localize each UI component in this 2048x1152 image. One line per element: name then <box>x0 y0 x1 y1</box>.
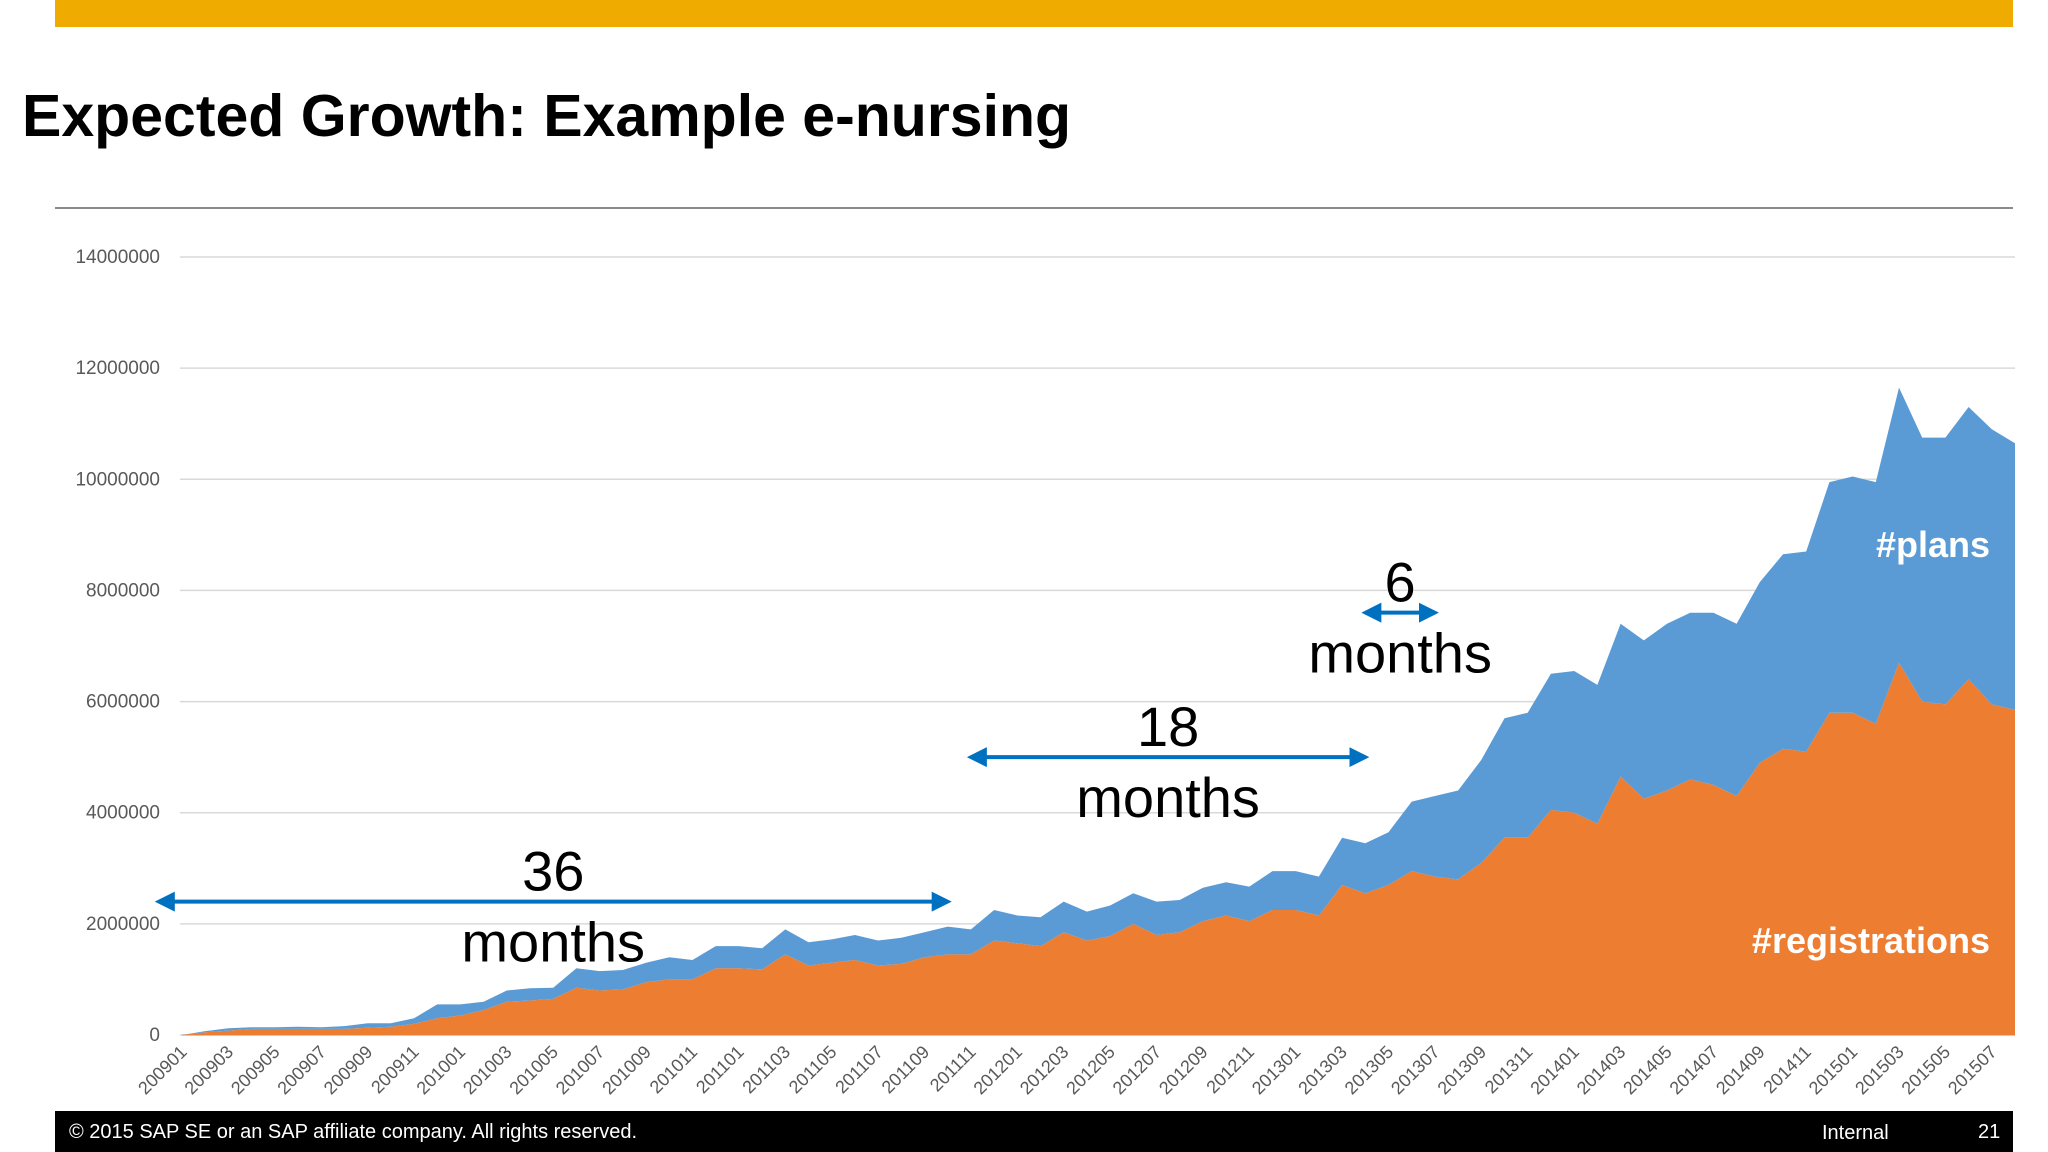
x-tick-label: 201305 <box>1341 1042 1398 1099</box>
duration-value: 36 <box>522 840 584 903</box>
stacked-area-chart: 0 2000000 4000000 6000000 8000000 10000000 120… <box>75 247 2015 1099</box>
x-tick-label: 200901 <box>134 1042 191 1099</box>
x-tick-label: 201103 <box>738 1042 794 1098</box>
title-divider <box>55 207 2013 209</box>
x-tick-label: 201507 <box>1944 1042 2001 1099</box>
x-tick-label: 201003 <box>459 1042 516 1099</box>
x-tick-label: 201311 <box>1481 1042 1537 1098</box>
y-tick-label: 6000000 <box>86 692 160 713</box>
x-tick-label: 201109 <box>878 1042 934 1098</box>
top-accent-bar <box>55 0 2013 27</box>
x-tick-label: 201201 <box>970 1042 1027 1099</box>
x-tick-label: 200903 <box>181 1042 238 1099</box>
x-tick-label: 201005 <box>505 1042 562 1099</box>
area-series-0 <box>182 662 2015 1035</box>
footer-copyright: © 2015 SAP SE or an SAP affiliate compan… <box>69 1121 638 1143</box>
x-tick-label: 201407 <box>1666 1042 1723 1099</box>
x-tick-label: 201101 <box>692 1042 748 1098</box>
x-tick-label: 201211 <box>1202 1042 1258 1098</box>
x-tick-label: 201505 <box>1898 1042 1955 1099</box>
footer-page-number: 21 <box>1978 1121 2001 1143</box>
x-tick-label: 201401 <box>1526 1042 1583 1099</box>
x-tick-label: 201303 <box>1294 1042 1351 1099</box>
x-tick-label: 201203 <box>1016 1042 1073 1099</box>
duration-unit: months <box>1308 622 1492 685</box>
footer-bar: © 2015 SAP SE or an SAP affiliate compan… <box>55 1111 2013 1152</box>
duration-unit: months <box>1076 766 1260 829</box>
x-tick-label: 201209 <box>1155 1042 1212 1099</box>
y-tick-label: 8000000 <box>86 580 160 601</box>
slide-title: Expected Growth: Example e-nursing <box>22 83 1072 149</box>
x-tick-label: 200905 <box>227 1042 284 1099</box>
duration-unit: months <box>461 911 645 974</box>
y-tick-label: 4000000 <box>86 803 160 824</box>
x-tick-label: 201409 <box>1712 1042 1769 1099</box>
x-tick-label: 201501 <box>1805 1042 1862 1099</box>
x-tick-label: 201009 <box>598 1042 655 1099</box>
x-tick-label: 201411 <box>1759 1042 1815 1098</box>
series-label: #plans <box>1876 524 1990 565</box>
y-tick-label: 14000000 <box>75 247 160 268</box>
x-tick-label: 200907 <box>273 1042 330 1099</box>
duration-value: 18 <box>1137 695 1199 758</box>
x-tick-label: 201309 <box>1434 1042 1491 1099</box>
x-tick-label: 201405 <box>1619 1042 1676 1099</box>
x-tick-label: 201007 <box>552 1042 609 1099</box>
x-tick-label: 201001 <box>413 1042 470 1099</box>
y-tick-label: 0 <box>149 1025 160 1046</box>
x-tick-label: 201011 <box>646 1042 702 1098</box>
y-tick-label: 12000000 <box>75 358 160 379</box>
x-tick-label: 201403 <box>1573 1042 1630 1099</box>
x-tick-label: 201503 <box>1851 1042 1908 1099</box>
x-tick-label: 200909 <box>320 1042 377 1099</box>
x-tick-label: 201301 <box>1248 1042 1305 1099</box>
y-tick-label: 2000000 <box>86 914 160 935</box>
x-tick-label: 201205 <box>1062 1042 1119 1099</box>
footer-classification: Internal <box>1822 1122 1889 1144</box>
x-tick-label: 201107 <box>831 1042 887 1098</box>
x-tick-label: 200911 <box>367 1042 423 1098</box>
x-tick-label: 201307 <box>1387 1042 1444 1099</box>
y-tick-label: 10000000 <box>75 469 160 490</box>
duration-value: 6 <box>1385 551 1416 614</box>
area-series-1 <box>182 387 2015 1036</box>
series-label: #registrations <box>1752 920 1990 961</box>
x-tick-label: 201207 <box>1109 1042 1166 1099</box>
x-tick-label: 201105 <box>785 1042 841 1098</box>
